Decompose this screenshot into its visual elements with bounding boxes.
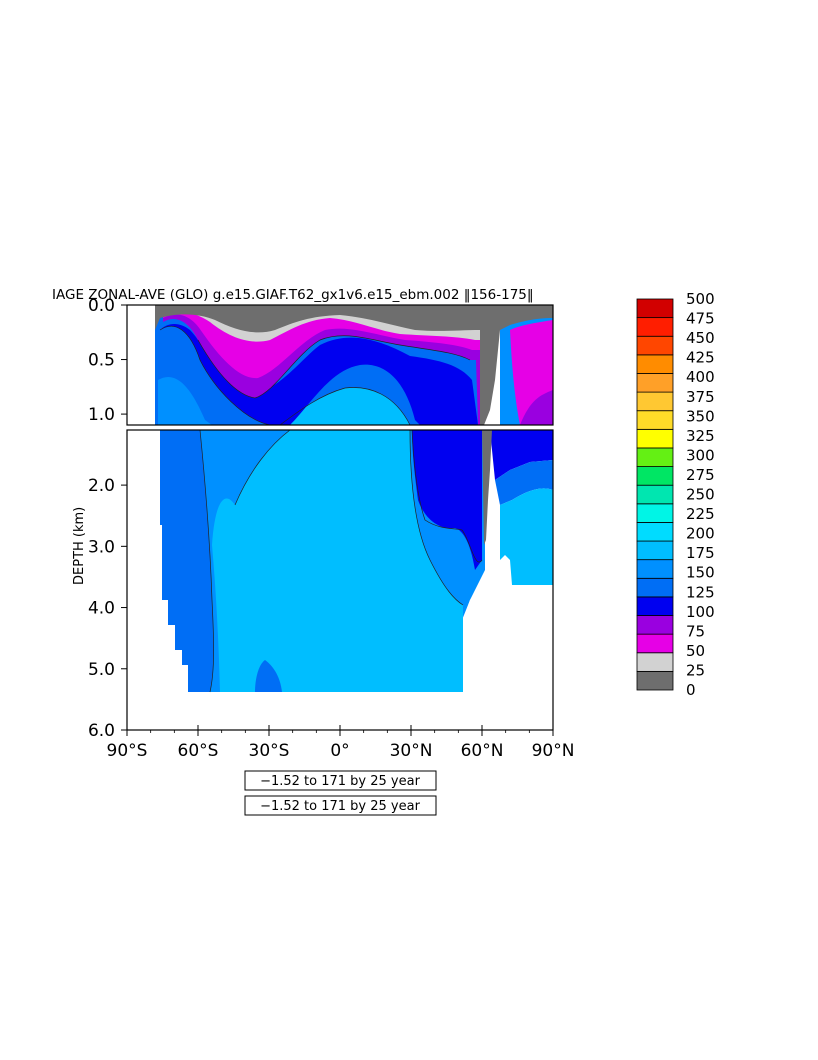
colorbar-swatch [636,428,674,449]
colorbar-label: 225 [686,505,715,523]
lower-arctic-mid [495,460,553,505]
contour-lines [159,325,483,693]
colorbar-label: 250 [686,486,715,504]
colorbar-label: 75 [686,622,705,640]
note-box-2: −1.52 to 171 by 25 year [244,795,437,816]
colorbar-swatch [636,373,674,393]
colorbar-swatch [636,335,674,356]
upper-landmask [127,305,155,425]
colorbar-label: 175 [686,544,715,562]
y-tick-label-lower: 2.0 [88,476,115,496]
y-tick-label-upper: 0.0 [88,296,115,316]
upper-band-175 [280,387,410,425]
upper-band-150 [158,376,212,425]
colorbar-label: 475 [686,310,715,328]
chart-title: IAGE ZONAL-AVE (GLO) g.e15.GIAF.T62_gx1v… [52,287,534,303]
colorbar-swatch [636,522,674,542]
colorbar-label: 50 [686,642,705,660]
lower-band-175 [212,430,463,692]
contour-line-1 [234,429,291,506]
colorbar-swatch [636,503,674,523]
lower-landmask-north [463,555,553,692]
colorbar-label: 150 [686,564,715,582]
y-tick-label-upper: 1.0 [88,405,115,425]
colorbar-swatch [636,298,674,319]
colorbar-label: 25 [686,661,705,679]
lower-panel-fill [127,430,553,730]
x-tick-label: 30°N [390,741,433,761]
colorbar-swatch [636,652,674,672]
y-axis-ticks-upper: 0.0 0.5 1.0 [88,296,127,425]
lower-band-100-north [412,430,482,570]
y-tick-label-lower: 4.0 [88,599,115,619]
colorbar-label: 400 [686,368,715,386]
x-axis-ticks: 90°S 60°S 30°S 0° 30°N 60°N 90°N [107,725,575,761]
lower-deep-patch [255,660,282,692]
contour-line-3 [199,429,214,693]
x-tick-label: 60°N [461,741,504,761]
colorbar-label: 425 [686,349,715,367]
colorbar-swatch [636,484,674,505]
colorbar-swatch [636,577,674,598]
colorbar-label: 325 [686,427,715,445]
lower-arctic-blue [490,430,553,480]
contour-line-2 [409,429,464,606]
lower-below-floor [127,692,553,730]
colorbar-swatch [636,447,674,467]
upper-band-0 [155,305,553,425]
colorbar-swatch [636,466,674,486]
colorbar-swatch [636,633,674,654]
colorbar-label: 0 [686,681,696,699]
colorbar-label: 375 [686,388,715,406]
x-tick-label: 60°S [178,741,219,761]
y-tick-label-lower: 5.0 [88,660,115,680]
colorbar-label: 450 [686,329,715,347]
colorbar-swatch [636,540,674,561]
colorbar-swatch [636,317,674,337]
colorbar-label: 200 [686,525,715,543]
contour-line-6 [159,325,271,425]
colorbar-label: 500 [686,290,715,308]
colorbar-swatch [636,596,674,616]
colorbar-label: 100 [686,603,715,621]
note-box-1: −1.52 to 171 by 25 year [244,770,437,791]
y-axis-label: DEPTH (km) [72,507,87,585]
note-text-1: −1.52 to 171 by 25 year [260,774,421,789]
colorbar-swatch [636,391,674,412]
colorbar-label: 275 [686,466,715,484]
colorbar-swatch [636,670,674,691]
upper-panel-frame [126,304,554,426]
colorbar-swatch [636,615,674,635]
lower-gap-gray [482,430,492,545]
x-tick-label: 0° [330,741,349,761]
y-tick-label-lower: 6.0 [88,721,115,741]
lower-landmask-south [127,430,188,692]
lower-arctic-light [500,488,553,585]
contour-line-4 [411,429,483,563]
note-text-2: −1.52 to 171 by 25 year [260,799,421,814]
colorbar-label: 350 [686,407,715,425]
y-tick-label-upper: 0.5 [88,351,115,371]
upper-panel-fill [127,305,553,425]
y-tick-label-lower: 3.0 [88,537,115,557]
upper-arctic-purple [520,390,553,425]
x-tick-label: 30°S [249,741,290,761]
x-tick-label: 90°N [532,741,575,761]
colorbar-swatch [636,559,674,579]
colorbar-swatch [636,410,674,430]
colorbar-swatch [636,354,674,374]
x-tick-label: 90°S [107,741,148,761]
colorbar-label: 300 [686,446,715,464]
contour-line-7 [197,335,471,399]
y-axis-ticks-lower: 2.0 3.0 4.0 5.0 6.0 [88,476,127,741]
colorbar-label: 125 [686,583,715,601]
contour-line-5 [279,387,411,425]
upper-band-100 [160,324,478,425]
